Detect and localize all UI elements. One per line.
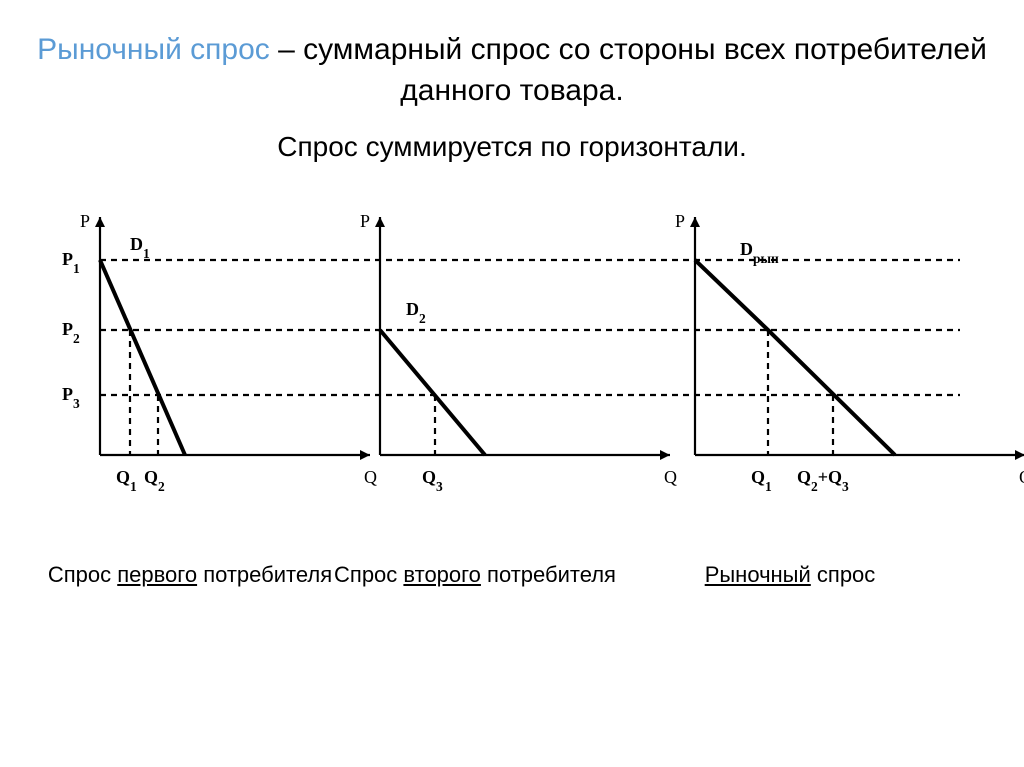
x-tick-label: Q1 <box>751 467 772 494</box>
caption-2: Спрос второго потребителя <box>325 560 625 590</box>
x-axis <box>100 450 370 460</box>
chart-2: PQD2Q3 <box>335 215 690 510</box>
title-rest: – суммарный спрос со стороны всех потреб… <box>270 33 987 107</box>
demand-curve <box>695 260 895 455</box>
y-axis-label: P <box>675 211 685 231</box>
x-axis <box>695 450 1024 460</box>
page-title: Рыночный спрос – суммарный спрос со стор… <box>0 0 1024 111</box>
curve-label: Dрын <box>740 239 779 266</box>
demand-curve <box>100 260 185 455</box>
caption-1: Спрос первого потребителя <box>40 560 340 590</box>
caption-underlined: Рыночный <box>705 562 811 587</box>
p1-label: P1 <box>62 249 80 276</box>
x-tick-label: Q3 <box>422 467 443 494</box>
chart-3: PQDрынQ1Q2+Q3 <box>650 215 1024 510</box>
p2-label: P2 <box>62 319 80 346</box>
caption-post: спрос <box>811 562 876 587</box>
chart-svg: PQDрынQ1Q2+Q3 <box>650 215 1024 505</box>
y-axis-label: P <box>80 211 90 231</box>
x-tick-label: Q1 <box>116 467 137 494</box>
caption-underlined: второго <box>403 562 481 587</box>
caption-3: Рыночный спрос <box>640 560 940 590</box>
curve-label: D2 <box>406 299 426 326</box>
title-highlight: Рыночный спрос <box>37 33 270 66</box>
charts-row: PQD1P1P2P3Q1Q2PQD2Q3PQDрынQ1Q2+Q3 <box>0 215 1024 535</box>
p3-label: P3 <box>62 384 80 411</box>
caption-pre: Спрос <box>48 562 117 587</box>
x-axis-label: Q <box>1019 467 1024 487</box>
x-tick-label: Q2+Q3 <box>797 467 849 494</box>
chart-svg: PQD2Q3 <box>335 215 690 505</box>
y-axis <box>95 217 105 455</box>
curve-label: D1 <box>130 234 150 261</box>
y-axis-label: P <box>360 211 370 231</box>
caption-post: потребителя <box>481 562 616 587</box>
demand-curve <box>380 330 485 455</box>
y-axis <box>690 217 700 455</box>
subtitle: Спрос суммируется по горизонтали. <box>0 131 1024 163</box>
x-tick-label: Q2 <box>144 467 165 494</box>
caption-post: потребителя <box>197 562 332 587</box>
caption-pre: Спрос <box>334 562 403 587</box>
x-axis <box>380 450 670 460</box>
caption-underlined: первого <box>117 562 197 587</box>
